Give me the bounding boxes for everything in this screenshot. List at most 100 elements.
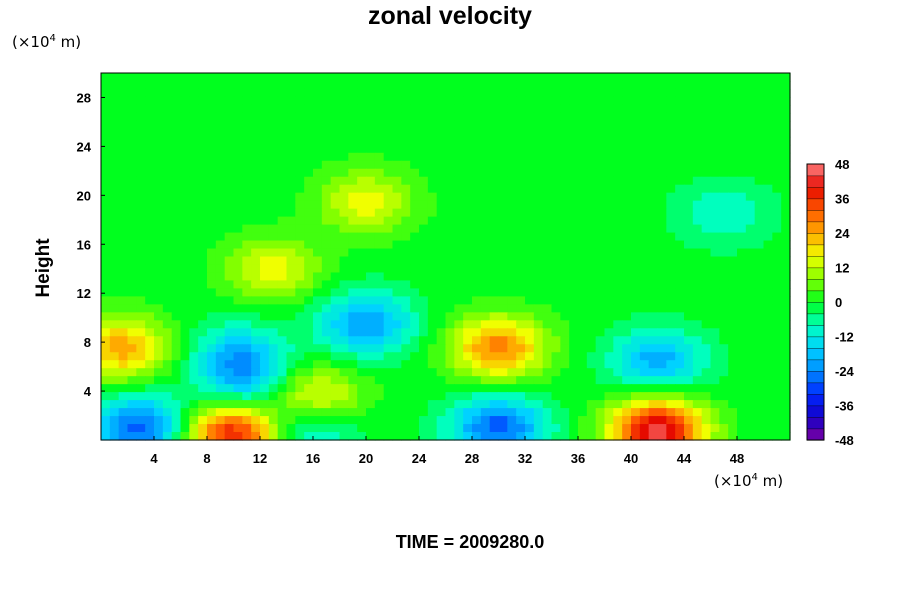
field-cell <box>489 144 500 154</box>
field-cell <box>498 424 508 433</box>
field-cell <box>569 360 579 369</box>
field-cell <box>772 176 782 186</box>
field-cell <box>286 216 296 226</box>
field-cell <box>489 176 500 186</box>
field-cell <box>781 424 791 433</box>
field-cell <box>136 304 146 313</box>
field-cell <box>772 160 782 170</box>
field-cell <box>198 112 208 122</box>
field-cell <box>586 160 597 170</box>
field-cell <box>772 136 782 146</box>
field-cell <box>701 88 712 98</box>
field-cell <box>737 73 747 82</box>
field-cell <box>224 360 235 369</box>
field-cell <box>136 160 146 170</box>
field-cell <box>410 88 420 98</box>
field-cell <box>268 73 279 82</box>
field-cell <box>578 192 588 202</box>
field-cell <box>710 424 720 433</box>
field-cell <box>348 112 358 122</box>
field-cell <box>260 288 270 297</box>
field-cell <box>366 328 376 337</box>
field-cell <box>586 432 597 441</box>
field-cell <box>101 136 111 146</box>
field-cell <box>684 416 694 425</box>
field-cell <box>295 304 305 313</box>
field-cell <box>392 392 402 401</box>
field-cell <box>701 168 712 178</box>
field-cell <box>251 112 261 122</box>
field-cell <box>595 368 606 377</box>
field-cell <box>224 416 235 425</box>
field-cell <box>657 352 667 361</box>
field-cell <box>586 400 597 409</box>
field-cell <box>701 392 712 401</box>
colorbar-bin <box>806 336 825 349</box>
field-cell <box>719 120 729 130</box>
field-cell <box>109 424 120 433</box>
field-cell <box>383 88 394 98</box>
field-cell <box>383 368 394 377</box>
field-cell <box>472 280 482 290</box>
field-cell <box>401 232 411 242</box>
field-cell <box>233 216 243 226</box>
field-cell <box>728 264 738 274</box>
field-cell <box>560 136 570 146</box>
field-cell <box>472 88 482 98</box>
field-cell <box>737 264 747 274</box>
field-cell <box>233 296 243 305</box>
field-cell <box>366 168 376 178</box>
field-cell <box>277 280 288 290</box>
field-cell <box>569 248 579 258</box>
field-cell <box>710 144 720 154</box>
field-cell <box>260 344 270 353</box>
field-cell <box>339 384 349 393</box>
field-cell <box>154 344 164 353</box>
field-cell <box>657 184 667 194</box>
field-cell <box>480 344 491 353</box>
field-cell <box>260 160 270 170</box>
field-cell <box>162 240 173 250</box>
field-cell <box>719 176 729 186</box>
colorbar-bin <box>806 301 825 315</box>
field-cell <box>622 168 632 178</box>
field-cell <box>516 392 526 401</box>
field-cell <box>224 320 235 329</box>
field-cell <box>145 368 155 377</box>
field-cell <box>675 248 685 258</box>
field-cell <box>118 112 129 122</box>
field-cell <box>277 296 288 305</box>
field-cell <box>321 280 332 290</box>
field-cell <box>419 416 429 425</box>
field-cell <box>224 424 235 433</box>
field-cell <box>772 320 782 329</box>
field-cell <box>286 152 296 162</box>
field-cell <box>101 73 111 82</box>
field-cell <box>675 88 685 98</box>
field-cell <box>701 336 712 345</box>
field-cell <box>207 344 217 353</box>
field-cell <box>498 400 508 409</box>
field-cell <box>419 360 429 369</box>
field-cell <box>162 280 173 290</box>
field-cell <box>321 360 332 369</box>
field-cell <box>198 192 208 202</box>
field-cell <box>542 104 553 114</box>
field-cell <box>675 280 685 290</box>
field-cell <box>533 432 544 441</box>
field-cell <box>171 120 182 130</box>
field-cell <box>304 152 314 162</box>
field-cell <box>313 224 323 234</box>
field-cell <box>445 376 455 385</box>
field-cell <box>215 112 226 122</box>
field-cell <box>613 144 623 154</box>
field-cell <box>728 112 738 122</box>
field-cell <box>551 73 561 82</box>
field-cell <box>162 408 173 417</box>
field-cell <box>357 360 367 369</box>
field-cell <box>551 192 561 202</box>
field-cell <box>781 176 791 186</box>
field-cell <box>542 216 553 226</box>
field-cell <box>154 240 164 250</box>
field-cell <box>109 96 120 106</box>
